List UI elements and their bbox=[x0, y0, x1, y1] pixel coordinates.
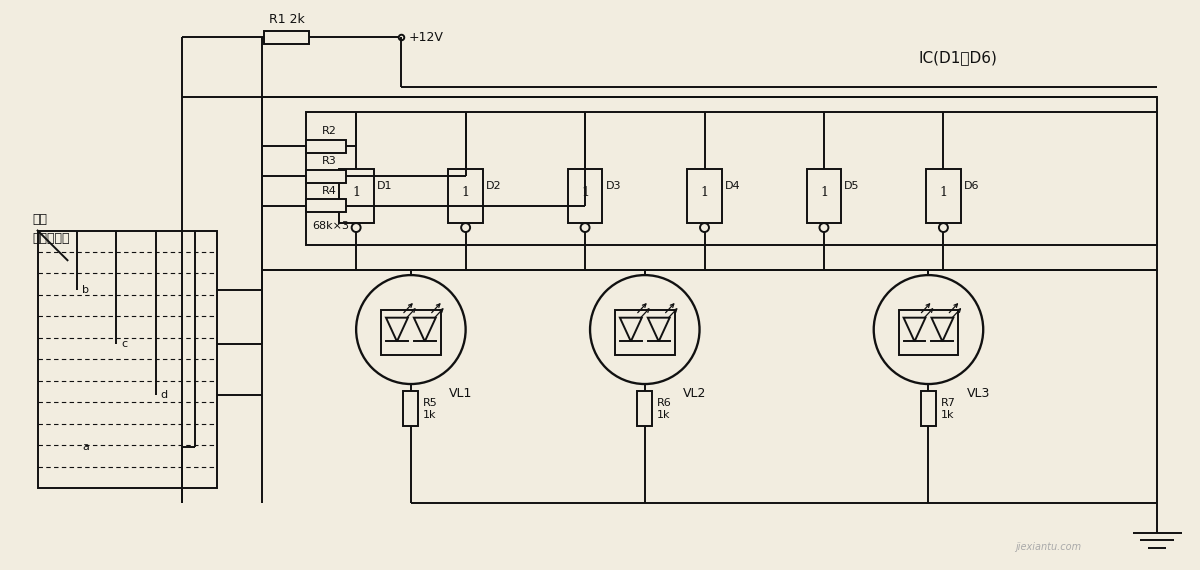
Text: 1: 1 bbox=[352, 186, 360, 200]
Polygon shape bbox=[904, 317, 925, 341]
Text: D6: D6 bbox=[964, 181, 979, 191]
Bar bbox=[382, 310, 440, 355]
Text: R7
1k: R7 1k bbox=[941, 398, 955, 420]
Text: a: a bbox=[82, 442, 89, 452]
Bar bbox=[37, 230, 217, 488]
Polygon shape bbox=[931, 317, 953, 341]
Text: 水笱: 水笱 bbox=[32, 213, 48, 226]
Text: c: c bbox=[121, 339, 127, 349]
Bar bbox=[306, 200, 346, 212]
Bar bbox=[306, 170, 346, 182]
Bar bbox=[922, 392, 936, 426]
Text: 1: 1 bbox=[581, 186, 589, 200]
Circle shape bbox=[938, 223, 948, 232]
Circle shape bbox=[352, 223, 361, 232]
Circle shape bbox=[581, 223, 589, 232]
Text: VL3: VL3 bbox=[967, 387, 990, 400]
Bar bbox=[262, 97, 1158, 270]
Text: VL1: VL1 bbox=[449, 387, 473, 400]
Bar bbox=[637, 392, 653, 426]
Circle shape bbox=[356, 275, 466, 384]
Text: （或水塔）: （或水塔） bbox=[32, 233, 70, 246]
Bar bbox=[306, 140, 346, 153]
Text: R6
1k: R6 1k bbox=[656, 398, 672, 420]
Text: D5: D5 bbox=[845, 181, 860, 191]
Polygon shape bbox=[386, 317, 408, 341]
Text: R5
1k: R5 1k bbox=[422, 398, 438, 420]
Polygon shape bbox=[620, 317, 642, 341]
Bar bbox=[568, 169, 602, 223]
Circle shape bbox=[461, 223, 470, 232]
Circle shape bbox=[590, 275, 700, 384]
Bar bbox=[306, 112, 1158, 246]
Text: D3: D3 bbox=[606, 181, 620, 191]
Text: R3: R3 bbox=[322, 156, 337, 166]
Polygon shape bbox=[414, 317, 436, 341]
Text: 1: 1 bbox=[940, 186, 948, 200]
Bar bbox=[614, 310, 674, 355]
Bar bbox=[338, 169, 373, 223]
Text: D2: D2 bbox=[486, 181, 502, 191]
Text: R2: R2 bbox=[322, 127, 337, 136]
Text: D4: D4 bbox=[725, 181, 740, 191]
Text: 1: 1 bbox=[701, 186, 708, 200]
Text: jiexiantu.com: jiexiantu.com bbox=[1015, 543, 1081, 552]
Bar bbox=[403, 392, 419, 426]
Circle shape bbox=[874, 275, 983, 384]
Text: 68k×3: 68k×3 bbox=[313, 221, 349, 231]
Text: d: d bbox=[161, 390, 168, 400]
Text: R1 2k: R1 2k bbox=[269, 13, 305, 26]
Bar bbox=[926, 169, 961, 223]
Text: 1: 1 bbox=[462, 186, 469, 200]
Text: b: b bbox=[82, 285, 89, 295]
Bar bbox=[806, 169, 841, 223]
Circle shape bbox=[820, 223, 828, 232]
Text: 1: 1 bbox=[820, 186, 828, 200]
Circle shape bbox=[700, 223, 709, 232]
Text: IC(D1～D6): IC(D1～D6) bbox=[919, 50, 997, 65]
Text: R4: R4 bbox=[322, 186, 337, 196]
Bar bbox=[688, 169, 722, 223]
Bar bbox=[899, 310, 959, 355]
Text: VL2: VL2 bbox=[683, 387, 707, 400]
Polygon shape bbox=[648, 317, 670, 341]
Bar bbox=[449, 169, 484, 223]
Bar bbox=[264, 31, 308, 44]
Text: +12V: +12V bbox=[409, 31, 444, 44]
Text: D1: D1 bbox=[377, 181, 392, 191]
